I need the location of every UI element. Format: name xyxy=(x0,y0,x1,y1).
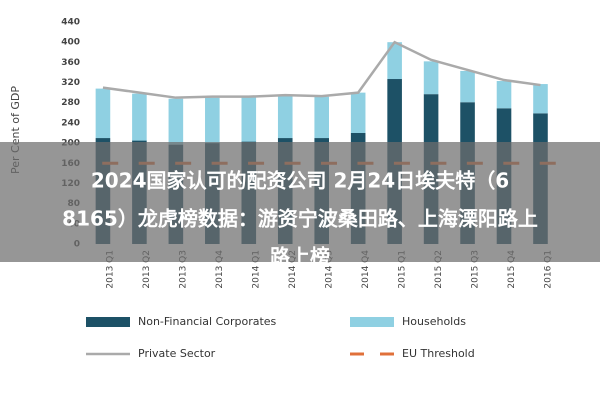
bar xyxy=(277,95,293,139)
bar xyxy=(205,97,220,144)
legend-label: Private Sector xyxy=(138,347,216,360)
x-tick-label: 2015 Q3 xyxy=(470,250,480,289)
x-tick-label: 2013 Q4 xyxy=(215,250,225,289)
y-tick-label: 440 xyxy=(61,18,80,28)
overlay-text: 2024国家认可的配资公司 2月24日埃夫特（6 xyxy=(91,169,509,193)
x-tick-label: 2014 Q3 xyxy=(325,250,335,289)
bar xyxy=(314,96,329,139)
x-tick-label: 2015 Q1 xyxy=(397,250,407,289)
y-tick-label: 400 xyxy=(61,38,80,48)
bar xyxy=(496,81,512,109)
legend-swatch xyxy=(350,317,394,327)
x-tick-label: 2014 Q4 xyxy=(361,250,371,289)
y-tick-label: 280 xyxy=(61,98,80,108)
y-tick-label: 360 xyxy=(61,58,80,68)
legend-label: Households xyxy=(402,315,466,328)
bar xyxy=(168,98,184,145)
bar xyxy=(241,96,257,142)
x-tick-label: 2013 Q1 xyxy=(106,250,116,289)
x-tick-label: 2015 Q4 xyxy=(507,250,517,289)
bar xyxy=(387,42,402,80)
bar xyxy=(533,84,548,114)
y-tick-label: 240 xyxy=(61,118,80,128)
x-tick-label: 2014 Q2 xyxy=(288,250,298,289)
legend-swatch xyxy=(86,317,130,327)
y-tick-label: 320 xyxy=(61,78,80,88)
bar xyxy=(423,61,439,95)
x-tick-label: 2013 Q2 xyxy=(142,250,152,289)
overlay-text: 路上榜 xyxy=(270,245,330,269)
bar xyxy=(95,88,111,139)
bar xyxy=(350,92,366,133)
legend-label: EU Threshold xyxy=(402,347,475,360)
x-tick-label: 2014 Q1 xyxy=(252,250,262,289)
x-tick-label: 2016 Q1 xyxy=(543,250,553,289)
line xyxy=(102,40,541,99)
bar xyxy=(132,93,147,141)
overlay-banner xyxy=(0,142,600,262)
overlay-text: 8165）龙虎榜数据：游资宁波桑田路、上海溧阳路上 xyxy=(62,207,538,231)
legend-label: Non-Financial Corporates xyxy=(138,315,277,328)
x-tick-label: 2013 Q3 xyxy=(179,250,189,289)
x-tick-label: 2015 Q2 xyxy=(434,250,444,289)
bar xyxy=(460,70,475,103)
